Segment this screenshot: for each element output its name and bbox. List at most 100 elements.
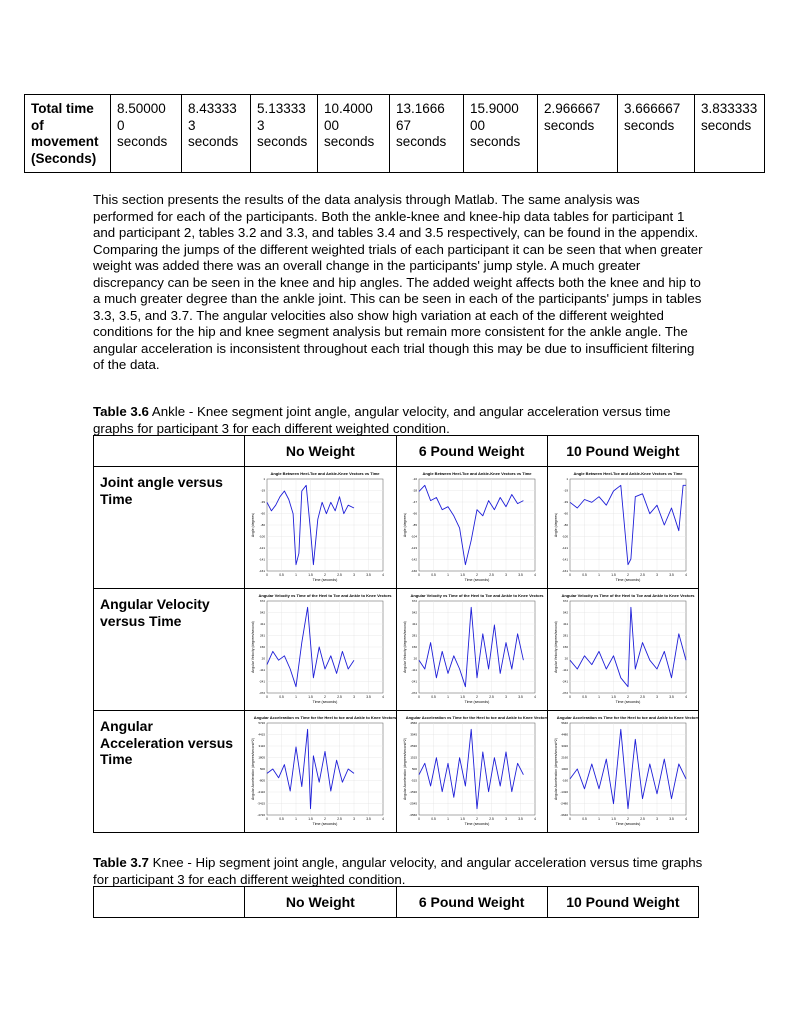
x-tick-label: 4 (382, 573, 384, 577)
summary-cell: 8.43333 3 seconds (181, 94, 251, 173)
x-axis-label: Time (seconds) (313, 822, 338, 826)
x-tick-label: 0 (569, 695, 571, 699)
y-tick-label: -1320 (560, 790, 568, 794)
x-tick-label: 1 (295, 573, 297, 577)
chart-title: Angular Velocity vs Time of the Heel to … (561, 593, 695, 598)
x-axis-label: Time (seconds) (615, 578, 640, 582)
line-chart: Angle Between Heel-Toe and Ankle-Knee Ve… (403, 471, 536, 582)
x-tick-label: 3 (656, 573, 658, 577)
y-tick-label: -85 (412, 523, 417, 527)
x-tick-label: 0 (418, 573, 420, 577)
summary-cell: 2.966667 seconds (537, 94, 618, 173)
y-tick-label: -142 (410, 558, 416, 562)
x-tick-label: 3 (656, 695, 658, 699)
y-tick-label: 2530 (410, 744, 417, 748)
caption-label: Table 3.6 (93, 404, 149, 419)
y-tick-label: 672 (260, 599, 265, 603)
y-tick-label: 3110 (259, 744, 266, 748)
y-tick-label: 4415 (259, 733, 266, 737)
y-tick-label: 672 (563, 599, 568, 603)
x-axis-label: Time (seconds) (464, 700, 489, 704)
y-tick-label: 542 (260, 611, 265, 615)
x-tick-label: 1.5 (460, 573, 465, 577)
y-tick-label: -19 (563, 489, 568, 493)
plot-cell: Angle Between Heel-Toe and Ankle-Knee Ve… (244, 466, 397, 589)
x-tick-label: 2 (324, 817, 326, 821)
x-tick-label: 2 (627, 573, 629, 577)
series-line (266, 606, 355, 688)
x-tick-label: 0 (569, 573, 571, 577)
x-tick-label: 1.5 (460, 817, 465, 821)
y-tick-label: -10 (412, 477, 417, 481)
x-tick-label: 2 (627, 817, 629, 821)
series-line (418, 484, 524, 566)
y-tick-label: -515 (410, 779, 416, 783)
y-tick-label: 2160 (561, 756, 568, 760)
series-line (569, 606, 687, 688)
y-tick-label: -372 (562, 691, 568, 695)
y-tick-label: -100 (259, 535, 265, 539)
summary-cell: 3.666667 seconds (617, 94, 695, 173)
x-tick-label: 3.5 (669, 695, 674, 699)
x-tick-label: 0 (266, 817, 268, 821)
column-header: 6 Pound Weight (395, 886, 548, 918)
x-tick-label: 0 (569, 817, 571, 821)
x-tick-label: 3.5 (367, 817, 372, 821)
column-header: No Weight (244, 886, 397, 918)
x-tick-label: 0.5 (280, 695, 285, 699)
x-tick-label: 3.5 (518, 817, 523, 821)
summary-row: Total time of movement (Seconds) 8.50000… (24, 94, 765, 173)
line-chart: Angular Velocity vs Time of the Heel to … (554, 593, 695, 704)
y-tick-label: -372 (410, 691, 416, 695)
x-tick-label: 2 (476, 573, 478, 577)
x-tick-label: 2.5 (489, 817, 494, 821)
y-axis-label: Angular Acceleration (degrees/second^2) (403, 738, 407, 800)
x-tick-label: 1 (598, 695, 600, 699)
x-tick-label: 3 (353, 695, 355, 699)
y-tick-label: -66 (412, 512, 417, 516)
y-tick-label: -111 (411, 668, 417, 672)
chart-title: Angular Acceleration vs Time for the Hee… (556, 715, 698, 720)
plot-cell: Angular Acceleration vs Time for the Hee… (244, 710, 397, 833)
y-tick-label: -3560 (409, 813, 417, 817)
y-tick-label: -39 (261, 500, 266, 504)
x-tick-label: 4 (382, 695, 384, 699)
y-tick-label: -2545 (409, 802, 417, 806)
y-tick-label: -121 (259, 546, 265, 550)
y-tick-label: -19 (261, 489, 266, 493)
x-tick-label: 2.5 (338, 695, 343, 699)
x-tick-label: 0.5 (582, 695, 587, 699)
x-tick-label: 1 (447, 695, 449, 699)
y-tick-label: 281 (563, 634, 568, 638)
y-tick-label: 150 (563, 645, 568, 649)
x-tick-label: 2.5 (338, 573, 343, 577)
x-tick-label: 1 (447, 573, 449, 577)
y-tick-label: 4480 (561, 733, 568, 737)
y-tick-label: -28 (412, 489, 417, 493)
y-tick-label: 500 (411, 767, 416, 771)
y-axis-label: Angle (degrees) (251, 513, 255, 537)
line-chart: Angular Velocity vs Time of the Heel to … (403, 593, 544, 704)
y-tick-label: 1 (566, 477, 568, 481)
summary-header: Total time of movement (Seconds) (24, 94, 111, 173)
y-tick-label: -111 (260, 668, 266, 672)
x-tick-label: 3.5 (669, 817, 674, 821)
x-tick-label: 4 (685, 817, 687, 821)
x-tick-label: 0.5 (431, 695, 436, 699)
y-tick-label: -241 (410, 680, 416, 684)
y-axis-label: Angular Velocity (degrees/second) (403, 621, 407, 673)
y-tick-label: -2480 (560, 802, 568, 806)
y-tick-label: 20 (564, 657, 568, 661)
y-tick-label: -3640 (560, 813, 568, 817)
y-tick-label: -161 (562, 569, 568, 573)
y-tick-label: 500 (260, 767, 265, 771)
y-tick-label: 281 (411, 634, 416, 638)
line-chart: Angle Between Heel-Toe and Ankle-Knee Ve… (554, 471, 687, 582)
y-axis-label: Angle (degrees) (403, 513, 407, 537)
x-tick-label: 0 (418, 695, 420, 699)
series-line (569, 728, 687, 810)
y-tick-label: -60 (261, 512, 266, 516)
chart-title: Angle Between Heel-Toe and Ankle-Knee Ve… (573, 471, 683, 476)
y-tick-label: -47 (412, 500, 417, 504)
x-axis-label: Time (seconds) (464, 822, 489, 826)
